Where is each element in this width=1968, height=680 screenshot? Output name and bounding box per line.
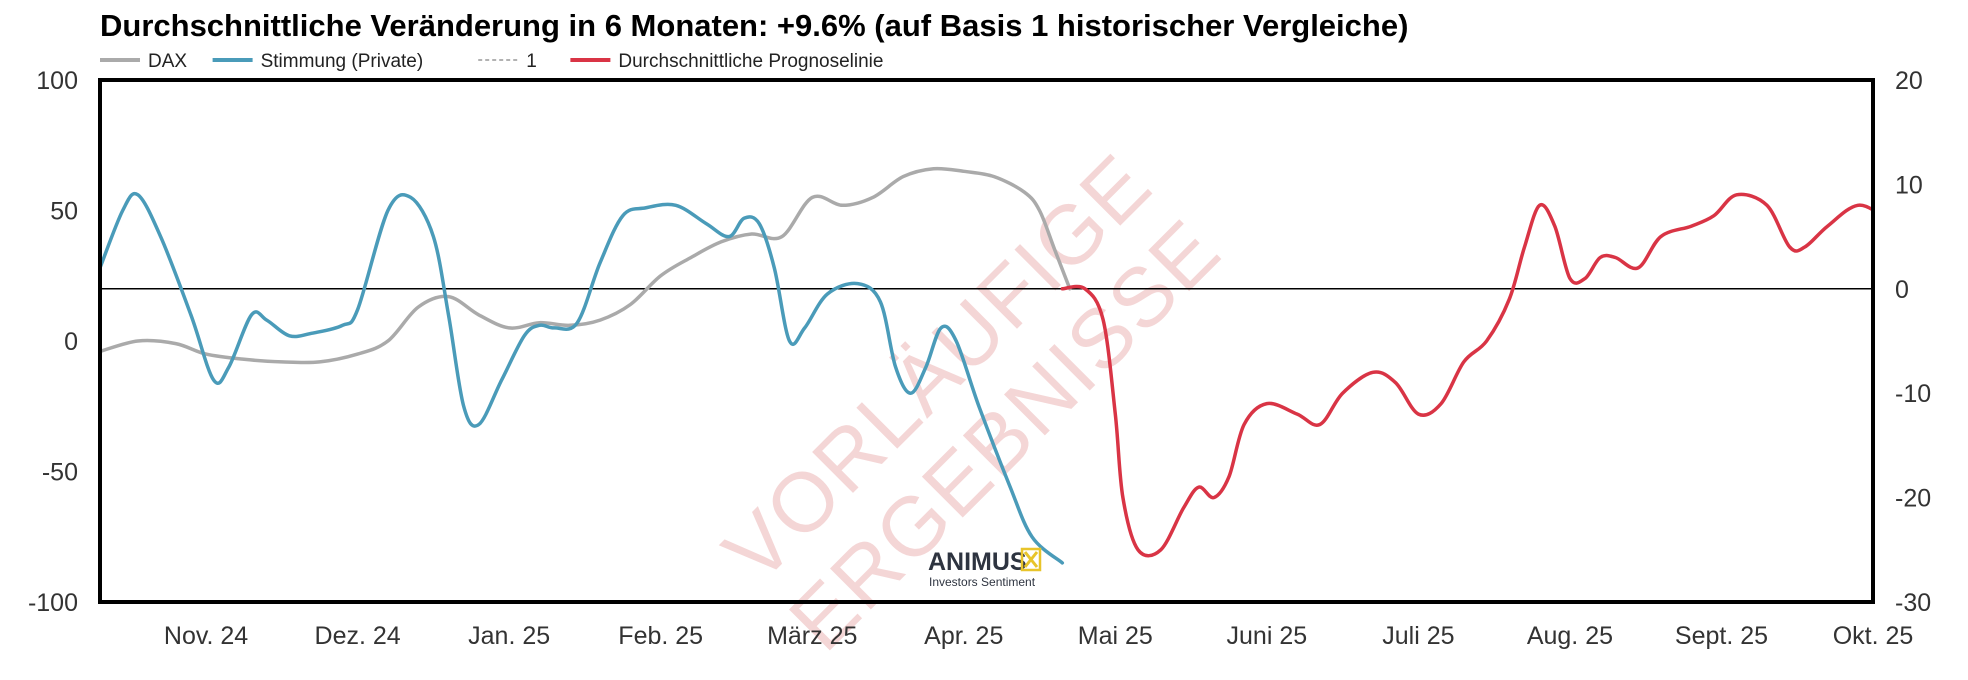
x-tick-label: Mai 25: [1078, 622, 1153, 650]
x-tick-label: Jan. 25: [468, 622, 550, 650]
x-tick-label: März 25: [767, 622, 857, 650]
x-tick-label: Aug. 25: [1527, 622, 1613, 650]
series-line-durchschnittliche-prognoselinie: [1060, 192, 1873, 558]
logo-wordmark: ANIMUS: [928, 548, 1027, 576]
x-tick-label: Okt. 25: [1833, 622, 1914, 650]
legend-entry-3: Durchschnittliche Prognoselinie: [618, 51, 883, 72]
logo-mark-icon: [1020, 547, 1042, 572]
y-right-tick-label: 0: [1895, 276, 1909, 304]
y-left-tick-label: 50: [50, 198, 78, 226]
y-left-tick-label: 0: [64, 328, 78, 356]
y-left-tick-label: -50: [42, 459, 78, 487]
series-line-stimmung-private-: [100, 191, 1065, 565]
x-tick-label: Juli 25: [1382, 622, 1454, 650]
y-right-tick-label: 10: [1895, 171, 1923, 199]
y-right-tick-label: -20: [1895, 485, 1931, 513]
legend-entry-2: 1: [526, 51, 537, 72]
y-axis-left: 100 50 0 -50 -100: [28, 67, 78, 617]
x-tick-label: Sept. 25: [1675, 622, 1768, 650]
x-axis: Nov. 24 Dez. 24 Jan. 25 Feb. 25 März 25 Apr. …: [164, 622, 1913, 650]
legend-entry-0: DAX: [148, 51, 187, 72]
x-tick-label: Feb. 25: [618, 622, 703, 650]
series-line-dax: [100, 166, 1072, 365]
y-left-tick-label: -100: [28, 589, 78, 617]
plot-area: [98, 78, 1875, 604]
y-left-tick-label: 100: [36, 67, 78, 95]
plot-frame: [98, 78, 1875, 604]
y-right-tick-label: -10: [1895, 380, 1931, 408]
x-tick-label: Juni 25: [1227, 622, 1308, 650]
y-right-tick-label: 20: [1895, 67, 1923, 95]
y-axis-right: 20 10 0 -10 -20 -30: [1895, 67, 1931, 617]
legend: DAX Stimmung (Private) 1 Durchschnittliche …: [100, 51, 883, 72]
logo-subtitle: Investors Sentiment: [929, 575, 1036, 589]
x-tick-label: Nov. 24: [164, 622, 248, 650]
chart-title: Durchschnittliche Veränderung in 6 Monat…: [100, 8, 1408, 43]
x-tick-label: Apr. 25: [924, 622, 1003, 650]
x-tick-label: Dez. 24: [315, 622, 401, 650]
legend-entry-1: Stimmung (Private): [261, 51, 424, 72]
logo-x-icon: [1023, 551, 1039, 568]
y-right-tick-label: -30: [1895, 589, 1931, 617]
